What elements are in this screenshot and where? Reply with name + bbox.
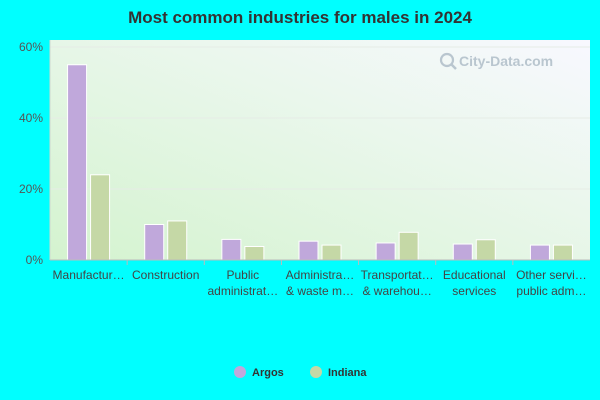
bar-argos-6 [529, 244, 550, 261]
bar-argos-2 [221, 238, 242, 261]
x-tick-label: Administra… & waste m… [286, 268, 355, 298]
x-tick-label: Manufactur… [53, 268, 125, 282]
legend-swatch-argos [234, 366, 246, 378]
bar-argos-5 [452, 243, 473, 261]
legend-label-indiana: Indiana [328, 367, 367, 379]
watermark-text: City-Data.com [459, 53, 553, 69]
x-tick-label: Public administrat… [208, 268, 279, 298]
bar-indiana-0 [90, 174, 111, 261]
watermark: City-Data.com [439, 52, 553, 70]
bar-indiana-5 [475, 239, 496, 261]
x-tick-label: Educational services [443, 268, 506, 298]
x-tick-label: Construction [132, 268, 199, 282]
y-tick-label: 20% [19, 182, 43, 196]
bar-argos-0 [67, 64, 88, 261]
chart-title: Most common industries for males in 2024 [128, 8, 472, 27]
bar-indiana-6 [552, 244, 573, 261]
bar-indiana-1 [167, 220, 188, 261]
bar-indiana-3 [321, 244, 342, 261]
x-tick-label: Other servi… public adm… [516, 268, 587, 298]
bar-indiana-2 [244, 246, 265, 261]
bar-argos-3 [298, 240, 319, 261]
legend-swatch-indiana [310, 366, 322, 378]
y-tick-label: 40% [19, 111, 43, 125]
bar-indiana-4 [398, 231, 419, 261]
legend-label-argos: Argos [252, 367, 284, 379]
magnifier-icon [439, 52, 457, 70]
bar-argos-1 [144, 224, 165, 261]
plot-area [50, 40, 590, 260]
bar-argos-4 [375, 242, 396, 261]
y-tick-label: 60% [19, 40, 43, 54]
x-tick-label: Transportat… & warehou… [361, 268, 434, 298]
y-tick-label: 0% [26, 253, 44, 267]
